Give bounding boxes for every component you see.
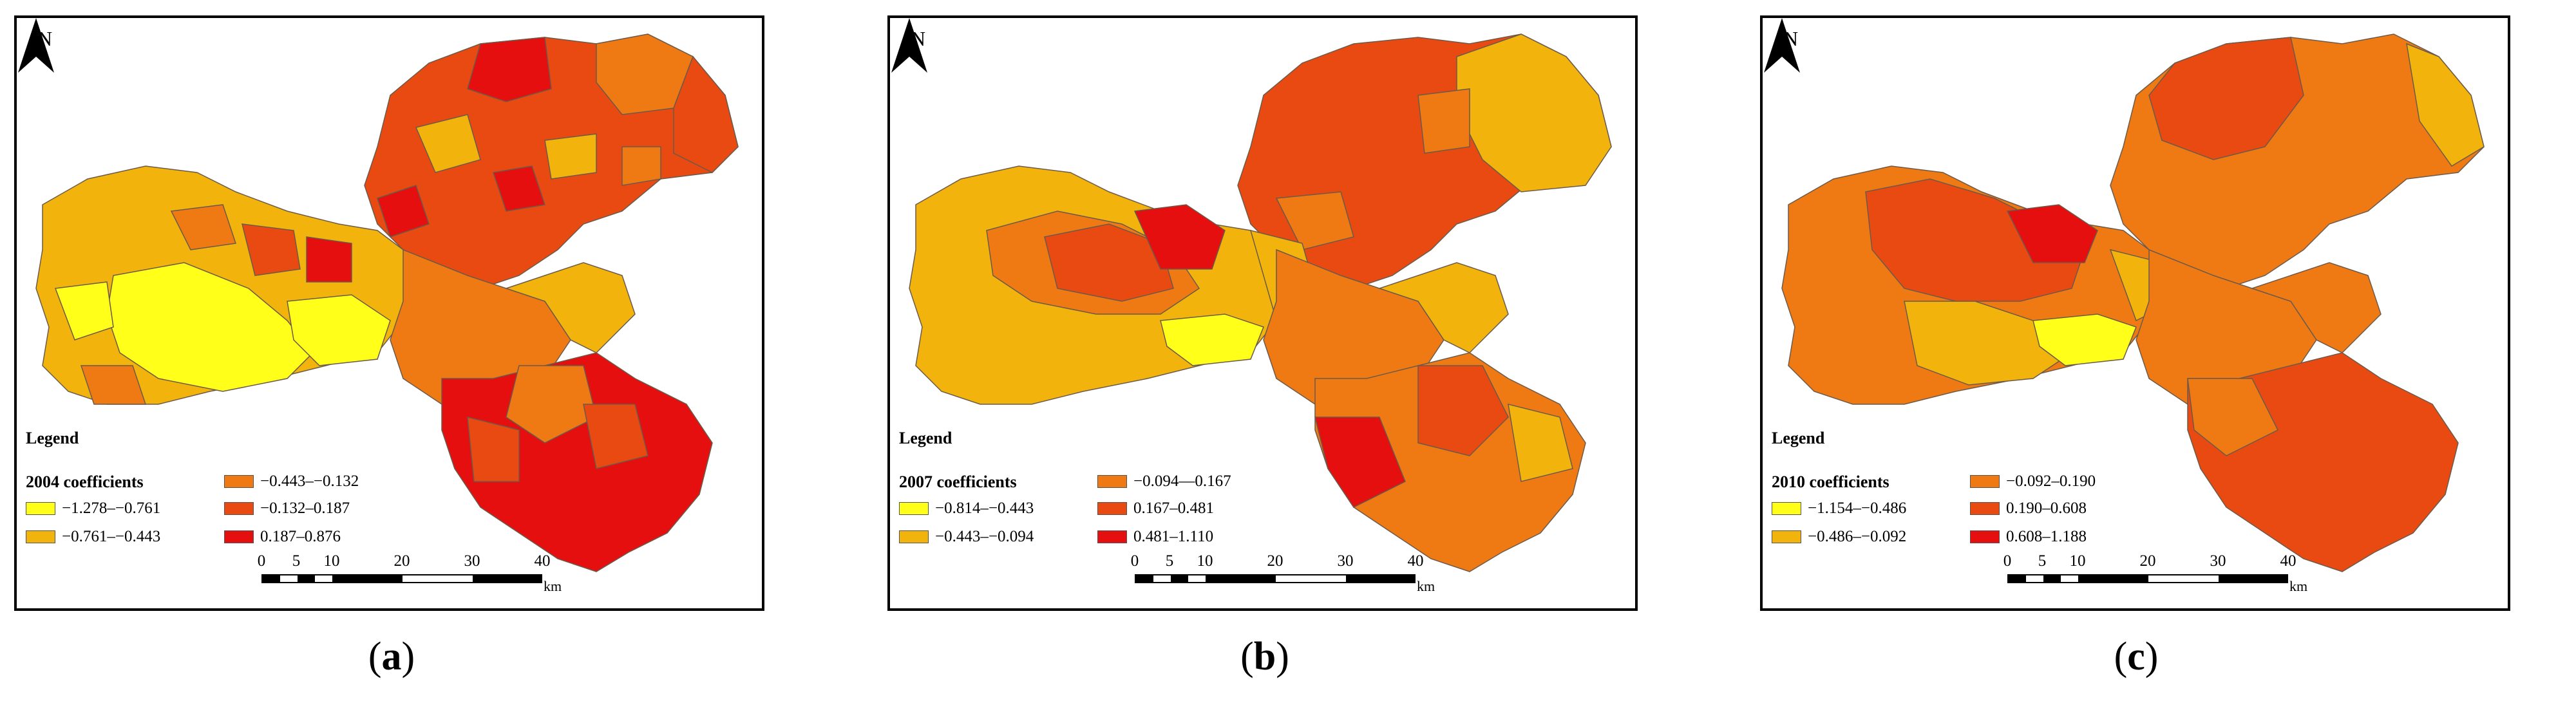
- caption-b: (b): [1240, 634, 1289, 680]
- caption-paren-open: (: [368, 635, 382, 678]
- north-arrow-icon: [1764, 18, 1800, 73]
- legend-label: −1.154–−0.486: [1808, 500, 1907, 517]
- scale-tick: 20: [1267, 552, 1283, 570]
- legend-label: 0.481–1.110: [1133, 528, 1214, 545]
- north-arrow-icon: [18, 18, 54, 73]
- legend-swatch: [1970, 502, 2000, 515]
- scale-bar-segments: [1135, 574, 1416, 583]
- legend-swatch: [224, 530, 254, 543]
- north-arrow-icon: [891, 18, 927, 73]
- legend-swatch: [224, 475, 254, 488]
- legend-swatch: [1097, 502, 1127, 515]
- caption-paren-open: (: [1240, 635, 1254, 678]
- scale-tick: 10: [323, 552, 340, 570]
- caption-paren-close: ): [2145, 635, 2159, 678]
- map-panel-a: N Legend 2004 coefficients −1.278–−0.761…: [14, 15, 764, 611]
- scale-unit: km: [544, 578, 562, 594]
- scale-tick: 40: [2280, 552, 2297, 570]
- legend-swatch: [26, 530, 55, 543]
- legend-item: 0.187–0.876: [224, 528, 341, 546]
- legend-label: 0.608–1.188: [2006, 528, 2087, 545]
- legend-item: −0.092–0.190: [1970, 472, 2096, 491]
- scale-tick: 0: [2003, 552, 2012, 570]
- legend-title: 2004 coefficients: [26, 472, 144, 491]
- scale-bar: 0 5 10 20 30 40 km: [2003, 552, 2307, 594]
- legend-item: −1.278–−0.761: [26, 500, 160, 518]
- legend-label: −0.761–−0.443: [62, 528, 161, 545]
- scale-tick: 30: [464, 552, 480, 570]
- legend-label: 0.190–0.608: [2006, 500, 2087, 517]
- legend-label: −0.092–0.190: [2006, 472, 2096, 490]
- scale-tick: 30: [2210, 552, 2226, 570]
- legend-label: −1.278–−0.761: [62, 500, 161, 517]
- scale-tick: 5: [2038, 552, 2047, 570]
- legend-item: −0.486–−0.092: [1772, 528, 1906, 546]
- scale-unit: km: [2289, 578, 2308, 594]
- caption-paren-open: (: [2114, 635, 2128, 678]
- legend-item: 0.167–0.481: [1097, 500, 1214, 518]
- caption-letter: a: [381, 635, 402, 678]
- legend-swatch: [224, 502, 254, 515]
- scale-bar: 0 5 10 20 30 40 km: [1131, 552, 1435, 594]
- caption-a: (a): [368, 634, 415, 680]
- map-panel-c: N Legend 2010 coefficients −1.154–−0.486…: [1760, 15, 2510, 611]
- legend-title: 2010 coefficients: [1772, 472, 1889, 491]
- legend-item: 0.481–1.110: [1097, 528, 1213, 546]
- legend-swatch: [899, 530, 929, 543]
- legend-label: −0.486–−0.092: [1808, 528, 1907, 545]
- legend-swatch: [1097, 530, 1127, 543]
- legend-swatch: [1772, 530, 1801, 543]
- legend-item: −0.814–−0.443: [899, 500, 1034, 518]
- scale-unit: km: [1417, 578, 1435, 594]
- scale-bar: 0 5 10 20 30 40 km: [257, 552, 562, 594]
- scale-tick: 20: [393, 552, 410, 570]
- scale-tick: 5: [292, 552, 301, 570]
- scale-tick: 5: [1165, 552, 1174, 570]
- caption-c: (c): [2114, 634, 2159, 680]
- scale-tick: 10: [1197, 552, 1213, 570]
- legend-label: 0.167–0.481: [1133, 500, 1214, 517]
- caption-letter: c: [2127, 635, 2145, 678]
- map-panel-b: N Legend 2007 coefficients −0.814–−0.443…: [887, 15, 1638, 611]
- caption-letter: b: [1253, 635, 1276, 678]
- legend-label: −0.132–0.187: [260, 500, 350, 517]
- scale-tick: 10: [2069, 552, 2086, 570]
- scale-tick: 20: [2139, 552, 2156, 570]
- legend-title: 2007 coefficients: [899, 472, 1017, 491]
- choropleth-map: [1781, 33, 2485, 572]
- legend-item: −0.094—0.167: [1097, 472, 1231, 491]
- legend-heading: Legend: [899, 429, 952, 447]
- legend-item: −0.132–0.187: [224, 500, 350, 518]
- scale-tick: 0: [257, 552, 266, 570]
- choropleth-map: [909, 33, 1612, 572]
- legend-label: −0.094—0.167: [1133, 472, 1231, 490]
- legend-label: −0.443–−0.132: [260, 472, 359, 490]
- legend-item: 0.608–1.188: [1970, 528, 2087, 546]
- legend-swatch: [1097, 475, 1127, 488]
- caption-paren-close: ): [1276, 635, 1289, 678]
- scale-bar-segments: [2007, 574, 2288, 583]
- legend-item: −0.443–−0.132: [224, 472, 359, 491]
- legend-heading: Legend: [26, 429, 79, 447]
- scale-tick: 30: [1337, 552, 1354, 570]
- scale-tick: 40: [534, 552, 551, 570]
- legend-item: −0.761–−0.443: [26, 528, 160, 546]
- legend-item: 0.190–0.608: [1970, 500, 2087, 518]
- legend-swatch: [1970, 475, 2000, 488]
- legend-item: −0.443–−0.094: [899, 528, 1034, 546]
- scale-tick: 40: [1407, 552, 1424, 570]
- scale-bar-segments: [261, 574, 542, 583]
- scale-tick: 0: [1130, 552, 1139, 570]
- legend-heading: Legend: [1772, 429, 1825, 447]
- legend-label: −0.814–−0.443: [935, 500, 1034, 517]
- legend-swatch: [26, 502, 55, 515]
- legend-label: 0.187–0.876: [260, 528, 341, 545]
- legend-swatch: [899, 502, 929, 515]
- legend-swatch: [1970, 530, 2000, 543]
- legend-item: −1.154–−0.486: [1772, 500, 1906, 518]
- caption-paren-close: ): [401, 635, 415, 678]
- legend-swatch: [1772, 502, 1801, 515]
- choropleth-map: [35, 33, 739, 572]
- legend-label: −0.443–−0.094: [935, 528, 1034, 545]
